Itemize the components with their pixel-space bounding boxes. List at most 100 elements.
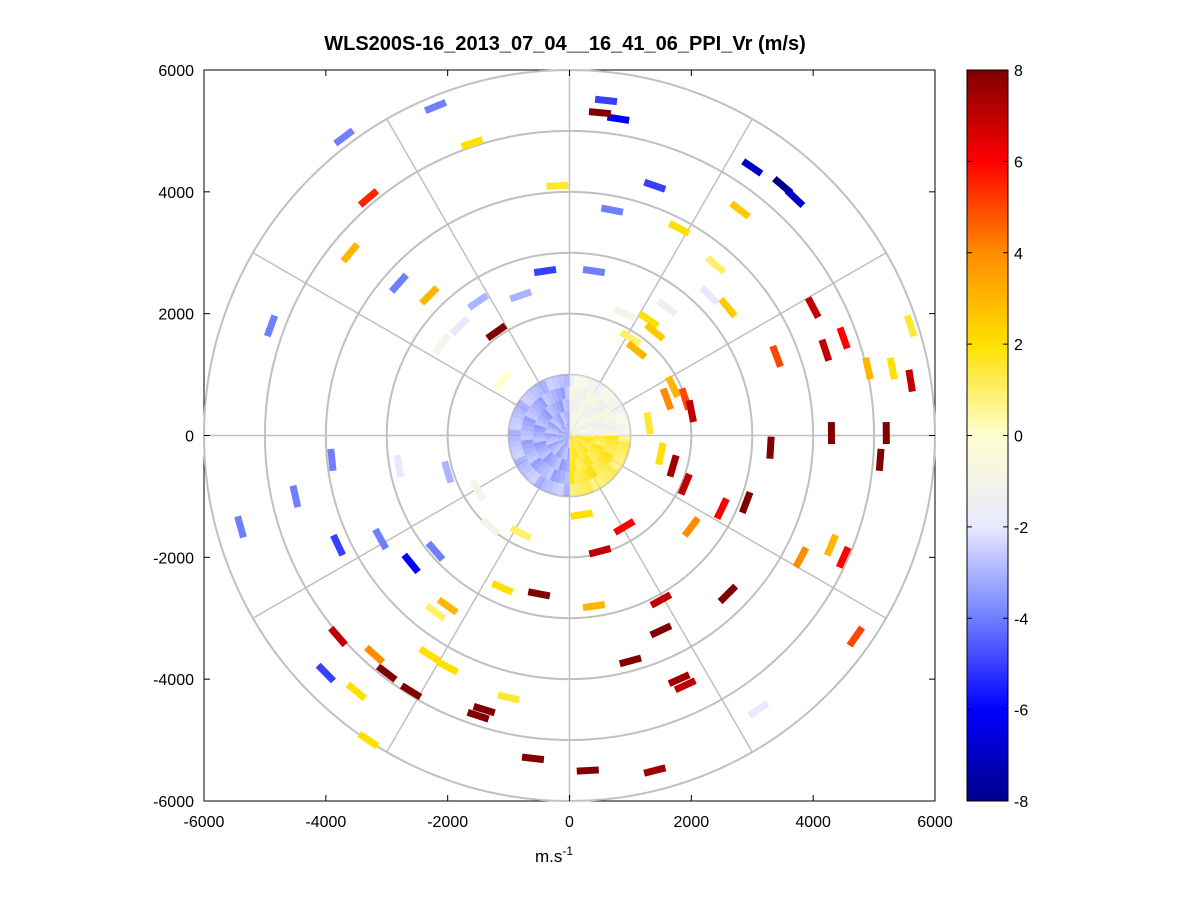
near-field-cell <box>566 447 570 460</box>
near-field-cell <box>559 412 566 425</box>
velocity-gate <box>886 357 899 380</box>
velocity-gate <box>418 645 441 664</box>
near-field-cell <box>549 468 559 482</box>
colorbar-scale <box>966 69 1009 802</box>
near-field-cell <box>562 424 570 436</box>
near-field-cell <box>583 405 594 418</box>
colorbar-tick-label: -6 <box>1014 703 1028 720</box>
velocity-gate <box>685 399 697 423</box>
near-field-cell <box>605 394 619 407</box>
near-field-cell <box>579 375 589 390</box>
near-field-cell <box>569 435 582 437</box>
velocity-gate <box>399 682 423 701</box>
near-field-cell <box>564 423 570 436</box>
colorbar-tick-label: 6 <box>1014 154 1023 171</box>
near-field-cell <box>581 436 594 441</box>
near-field-cell <box>562 435 570 447</box>
near-field-cell <box>598 471 611 485</box>
near-field-cell <box>584 467 594 481</box>
near-field-cell <box>580 440 592 448</box>
near-field-cell <box>602 390 615 403</box>
near-field-cell <box>508 429 522 436</box>
velocity-gate <box>738 490 754 515</box>
near-field-cell <box>614 450 628 461</box>
near-field-cell <box>534 443 548 451</box>
near-field-cell <box>511 410 525 421</box>
velocity-gate <box>388 272 409 294</box>
velocity-gate <box>644 322 666 342</box>
velocity-gate <box>327 448 337 472</box>
near-field-cell <box>561 425 570 436</box>
near-field-cell <box>565 435 570 448</box>
near-field-cell <box>581 427 594 433</box>
near-field-cell <box>545 467 555 481</box>
velocity-gate <box>364 644 386 665</box>
near-field-cell <box>577 400 585 414</box>
velocity-gate <box>234 515 247 539</box>
near-field-cell <box>533 440 547 447</box>
near-field-cell <box>569 435 573 448</box>
near-field-cell <box>569 374 576 388</box>
near-field-cell <box>537 447 550 457</box>
near-field-cell <box>558 435 570 442</box>
near-field-cell <box>511 450 525 461</box>
near-field-cell <box>524 390 537 403</box>
near-field-cell <box>569 430 582 436</box>
near-field-cell <box>585 408 597 420</box>
near-field-cell <box>569 435 579 445</box>
near-field-cell <box>554 457 562 471</box>
near-field-cell <box>592 424 606 431</box>
near-field-cell <box>590 396 603 409</box>
near-field-cell <box>580 425 593 432</box>
velocity-gate <box>340 242 360 264</box>
near-field-cell <box>534 420 548 428</box>
near-field-cell <box>558 428 570 436</box>
near-field-cell <box>520 464 534 477</box>
near-field-cell <box>542 408 554 420</box>
velocity-gate <box>424 602 447 622</box>
near-field-cell <box>545 438 558 444</box>
y-axis-ticks: 6000 4000 2000 0 -2000 -4000 -6000 <box>153 63 935 811</box>
near-field-cell <box>568 423 570 436</box>
near-field-cell <box>572 459 578 472</box>
near-field-cell <box>559 387 566 400</box>
near-field-cell <box>549 389 559 403</box>
near-field-cell <box>551 417 562 428</box>
velocity-gate <box>333 127 355 147</box>
near-field-cell <box>576 444 586 456</box>
near-field-cell <box>584 390 594 404</box>
near-field-cell <box>569 423 573 436</box>
near-field-cell <box>524 450 538 460</box>
near-field-cell <box>601 411 615 421</box>
near-field-cell <box>544 480 555 494</box>
velocity-gate <box>497 691 521 704</box>
near-field-cell <box>574 446 582 458</box>
near-field-cell <box>569 435 582 441</box>
near-field-cell <box>546 425 559 432</box>
y-tick-label: -2000 <box>153 550 194 567</box>
near-field-cell <box>569 435 581 443</box>
velocity-gate <box>466 708 490 723</box>
near-field-cell <box>583 453 594 466</box>
near-field-cell <box>579 402 588 415</box>
near-field-cell <box>565 459 570 473</box>
near-field-cell <box>545 453 556 466</box>
near-field-cell <box>589 477 600 492</box>
velocity-gate <box>469 479 487 502</box>
near-field-cell <box>591 420 605 428</box>
near-field-cell <box>527 406 540 418</box>
velocity-gate <box>509 524 533 542</box>
near-field-cell <box>558 458 565 472</box>
velocity-gate <box>419 285 440 306</box>
near-field-cell <box>601 450 615 460</box>
velocity-gate <box>588 108 612 118</box>
near-field-cell <box>521 443 535 451</box>
velocity-gate <box>576 766 599 775</box>
near-field-cell <box>604 443 618 451</box>
velocity-gate <box>345 681 367 702</box>
velocity-gate <box>393 454 405 478</box>
near-field-cell <box>553 415 563 427</box>
near-field-cell <box>557 413 565 425</box>
near-field-cell <box>548 441 560 450</box>
